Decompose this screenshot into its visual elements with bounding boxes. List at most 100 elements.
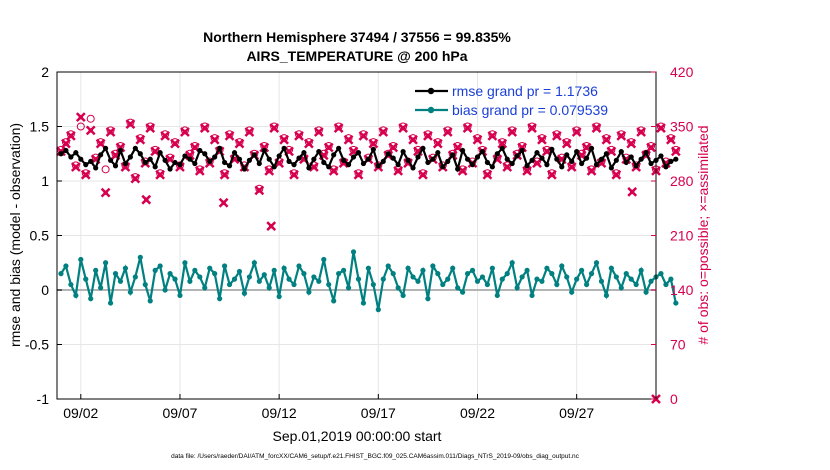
- bias-point: [132, 274, 138, 280]
- rmse-point: [98, 152, 104, 158]
- bias-point: [336, 271, 342, 277]
- rmse-point: [157, 150, 163, 156]
- bias-point: [380, 276, 386, 282]
- bias-point: [63, 263, 69, 269]
- bias-point: [73, 292, 79, 299]
- bias-point: [425, 296, 431, 302]
- obs-assimilated-point: [358, 130, 369, 141]
- bias-point: [643, 289, 649, 295]
- obs-assimilated-point: [561, 138, 572, 149]
- bias-point: [127, 289, 133, 295]
- rmse-point: [355, 150, 362, 156]
- bias-point: [370, 281, 376, 288]
- bias-point: [246, 274, 252, 280]
- obs-assimilated-point: [537, 134, 547, 145]
- bias-point: [88, 296, 94, 302]
- rmse-point: [415, 154, 421, 160]
- rmse-point: [638, 156, 644, 162]
- rmse-point: [648, 160, 654, 167]
- rmse-point: [207, 158, 213, 164]
- obs-assimilated-point: [266, 221, 277, 232]
- rmse-point: [370, 146, 376, 152]
- rmse-point: [222, 159, 228, 166]
- right-tick-label: 280: [670, 173, 694, 189]
- rmse-point: [246, 157, 252, 163]
- rmse-point: [296, 155, 302, 161]
- rmse-point: [236, 156, 243, 162]
- obs-assimilated-point: [254, 185, 265, 196]
- legend: rmse grand pr = 1.1736 bias grand pr = 0.…: [415, 83, 608, 118]
- rmse-point: [464, 156, 471, 162]
- bias-point: [276, 293, 282, 300]
- rmse-point: [673, 156, 679, 162]
- bias-point: [93, 267, 99, 273]
- obs-assimilated-point: [487, 130, 498, 141]
- obs-assimilated-point: [209, 134, 220, 145]
- bias-point: [504, 271, 510, 277]
- rmse-point: [88, 158, 94, 164]
- rmse-point: [231, 150, 238, 156]
- bias-point: [212, 271, 218, 277]
- obs-possible-point: [101, 165, 110, 174]
- right-tick-label: 210: [670, 228, 694, 244]
- obs-assimilated-point: [418, 169, 428, 180]
- rmse-point: [430, 156, 436, 162]
- rmse-point: [544, 162, 550, 168]
- bias-point: [539, 278, 545, 284]
- x-axis-label: Sep.01,2019 00:00:00 start: [273, 428, 442, 444]
- bias-point: [663, 281, 669, 288]
- rmse-point: [266, 156, 272, 162]
- x-tick-label: 09/12: [262, 405, 297, 421]
- rmse-point: [316, 148, 322, 155]
- bias-point: [107, 300, 114, 306]
- bias-point: [231, 276, 238, 282]
- obs-assimilated-point: [194, 165, 205, 176]
- rmse-point: [68, 154, 74, 160]
- bias-point: [251, 260, 257, 266]
- obs-assimilated-point: [472, 134, 483, 145]
- rmse-point: [395, 162, 401, 168]
- bias-point: [202, 285, 208, 291]
- rmse-point: [539, 155, 545, 161]
- rmse-point: [474, 154, 481, 160]
- bias-point: [197, 274, 203, 280]
- bias-point: [217, 296, 223, 302]
- left-tick-label: 1: [41, 173, 49, 189]
- bias-point: [172, 276, 178, 282]
- rmse-point: [603, 151, 610, 157]
- obs-assimilated-point: [423, 130, 433, 141]
- obs-assimilated-point: [61, 138, 71, 149]
- obs-assimilated-point: [234, 138, 245, 149]
- obs-assimilated-point: [611, 169, 622, 180]
- rmse-point: [529, 157, 535, 163]
- obs-assimilated-point: [507, 127, 518, 137]
- bias-point: [464, 271, 471, 277]
- rmse-point: [256, 160, 262, 167]
- rmse-point: [226, 163, 233, 169]
- rmse-point: [261, 147, 267, 154]
- rmse-point: [593, 162, 600, 168]
- obs-assimilated-point: [497, 138, 508, 149]
- grid: [57, 71, 656, 400]
- obs-assimilated-point: [75, 112, 86, 123]
- bias-point: [390, 271, 396, 277]
- bias-point: [316, 278, 322, 284]
- obs-assimilated-point: [442, 127, 453, 137]
- rmse-point: [187, 156, 193, 162]
- rmse-point: [345, 162, 352, 168]
- obs-assimilated-point: [155, 169, 166, 180]
- rmse-point: [152, 164, 158, 170]
- bias-point: [554, 281, 560, 288]
- bias-point: [58, 271, 64, 277]
- rmse-point: [78, 156, 84, 162]
- obs-assimilated-point: [551, 130, 562, 141]
- rmse-point: [509, 160, 515, 167]
- rmse-point: [583, 155, 590, 161]
- bias-point: [112, 271, 119, 277]
- obs-assimilated-point: [408, 134, 418, 145]
- bias-point: [544, 265, 550, 271]
- y-axis-label-left: rmse and bias (model - observation): [7, 123, 23, 347]
- bias-point: [192, 267, 198, 273]
- rmse-point: [489, 164, 495, 170]
- bias-point: [78, 256, 84, 263]
